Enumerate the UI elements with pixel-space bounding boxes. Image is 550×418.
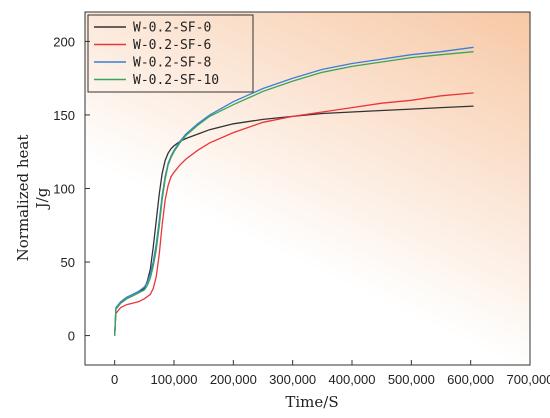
y-tick-label: 100 [53,182,75,197]
y-tick-label: 50 [61,255,75,270]
legend-label: W-0.2-SF-6 [133,38,211,53]
x-tick-label: 200,000 [210,372,257,387]
y-axis-title: Normalized heat J/g [14,135,51,262]
plot-area [84,11,531,366]
x-tick-label: 500,000 [388,372,435,387]
x-tick-label: 400,000 [329,372,376,387]
y-tick-label: 150 [53,108,75,123]
y-tick-label: 0 [68,329,75,344]
legend-label: W-0.2-SF-10 [133,73,219,88]
series-line [114,92,474,336]
series-line [114,51,474,336]
y-tick-label: 200 [53,34,75,49]
legend-label: W-0.2-SF-0 [133,21,211,36]
x-tick-label: 600,000 [447,372,494,387]
x-tick-label: 0 [111,372,118,387]
legend-label: W-0.2-SF-8 [133,56,211,71]
x-axis-title: Time/S [285,393,338,411]
y-axis-title-line2: J/g [33,187,51,210]
x-tick-label: 100,000 [151,372,198,387]
legend-box [87,14,254,93]
x-tick-label: 300,000 [269,372,316,387]
legend: W-0.2-SF-0 W-0.2-SF-6 W-0.2-SF-8 W-0.2-SF-1… [87,14,254,93]
y-axis: 0 50 100 150 200 [53,34,90,344]
y-axis-title-line1: Normalized heat [14,135,32,262]
x-tick-label: 700,000 [507,372,550,387]
series-layer [114,46,474,336]
x-axis: 0 100,000 200,000 300,000 400,000 500,000 600,… [111,360,550,387]
